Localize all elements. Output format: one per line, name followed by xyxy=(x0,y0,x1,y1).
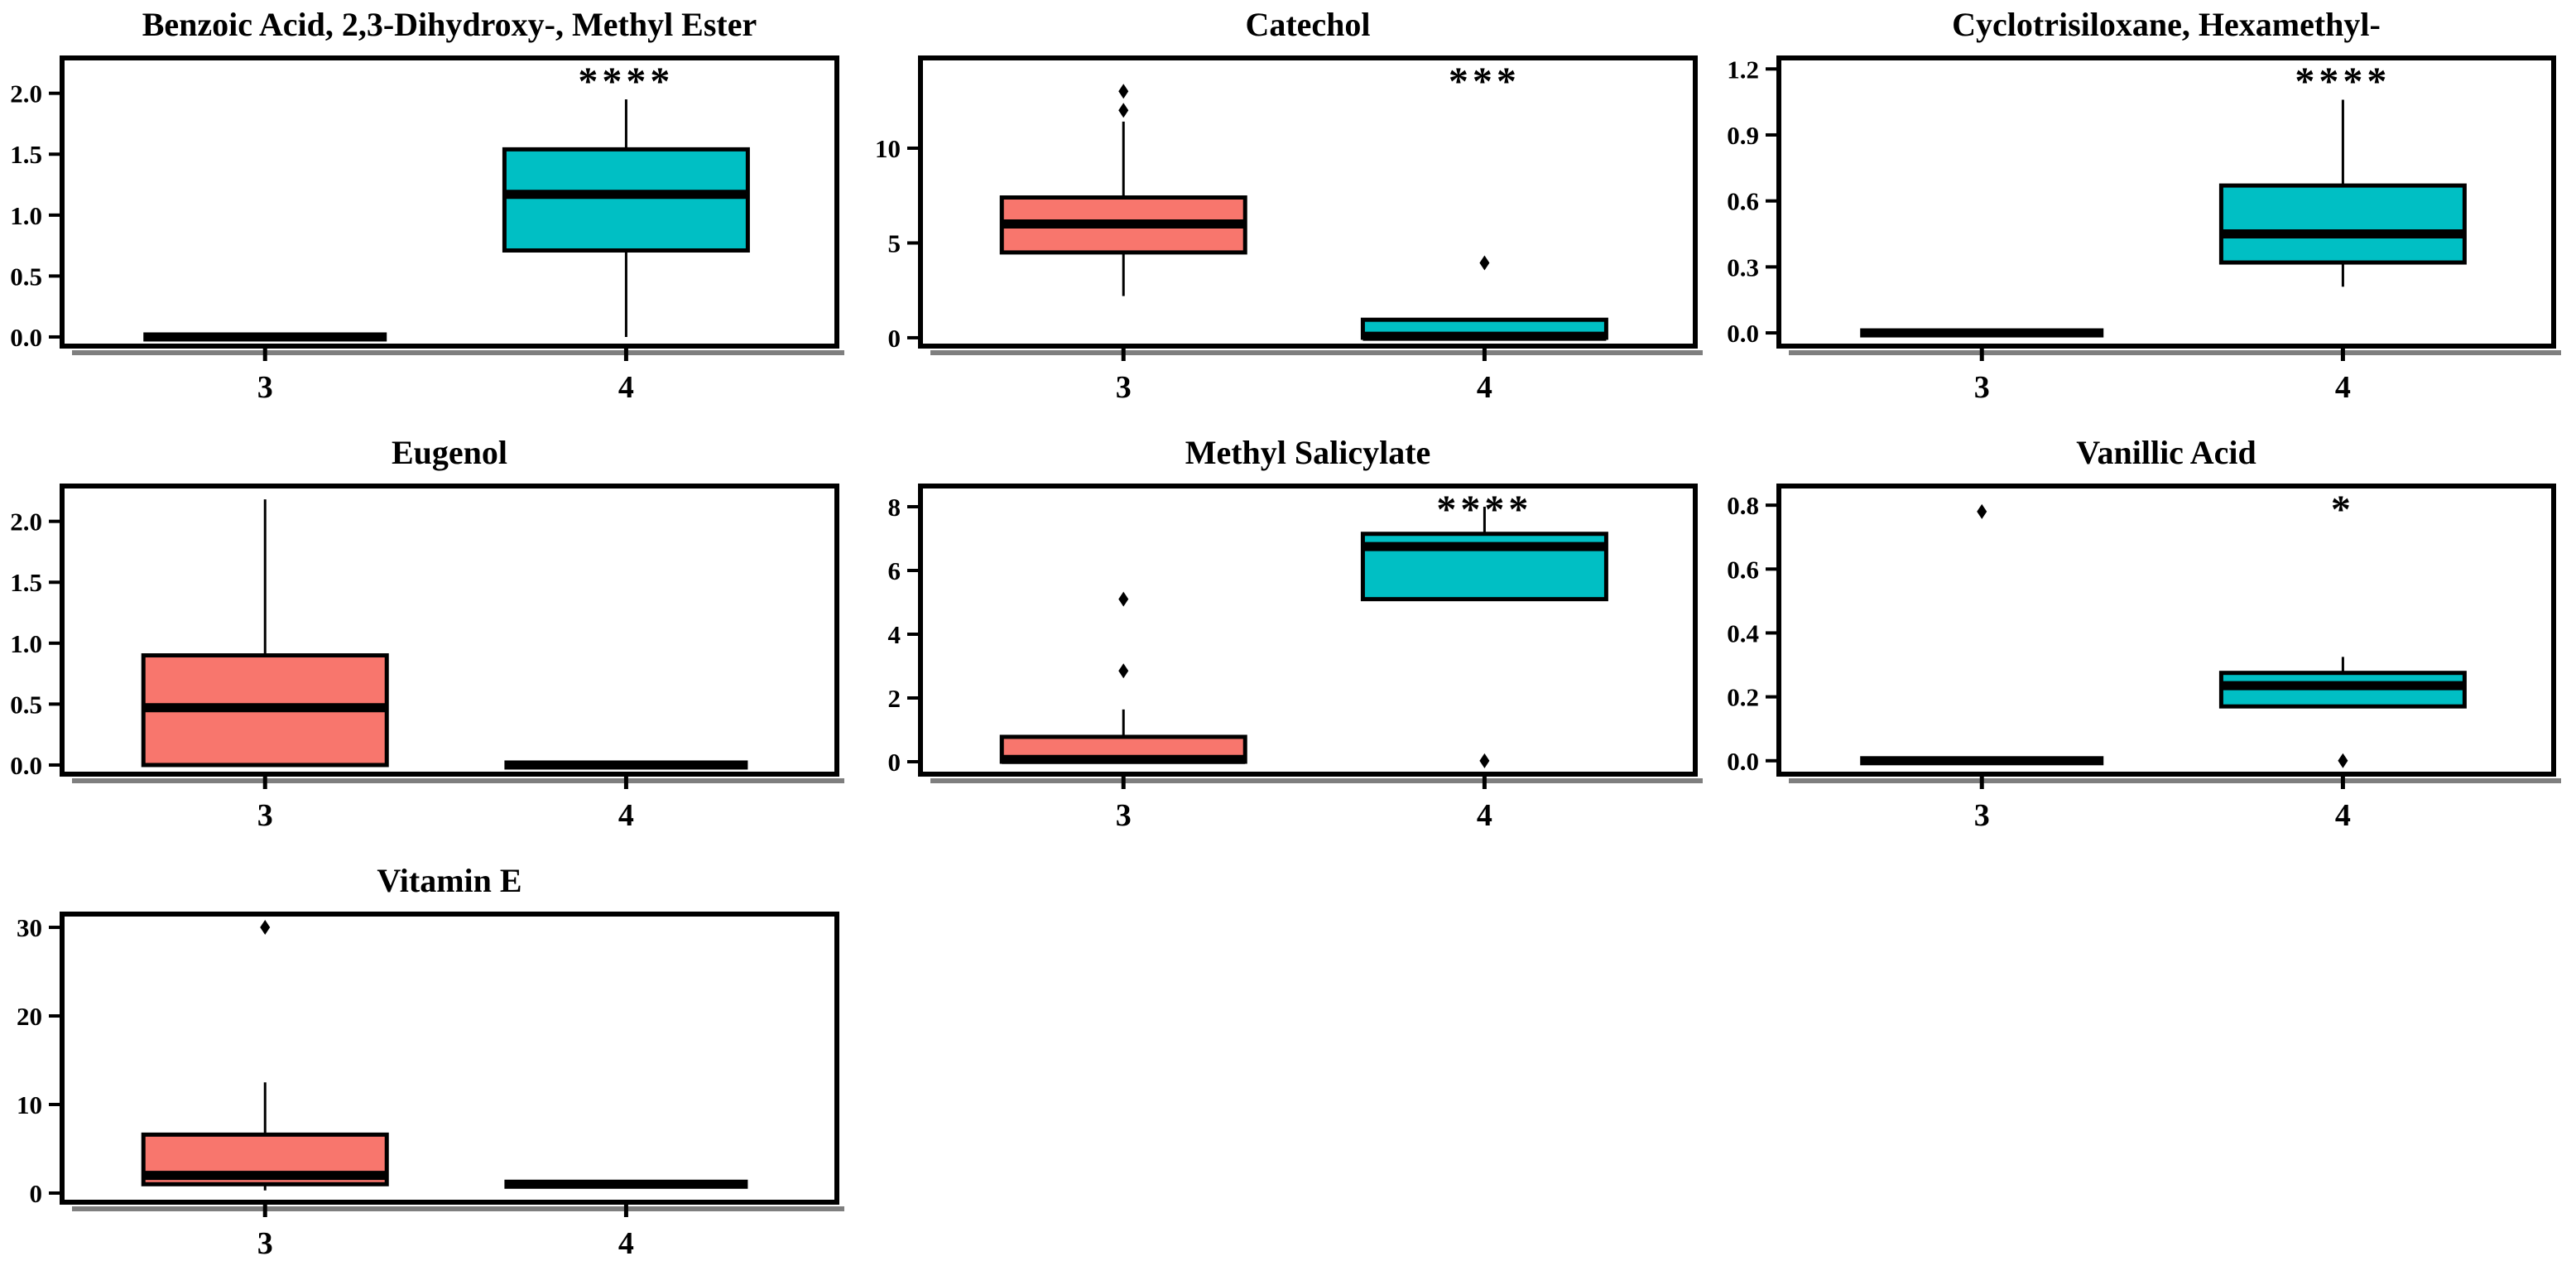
x-tick-label: 4 xyxy=(1477,370,1492,405)
panel-5: Vanillic Acid 0.0 0.2 0.4 0.6 0.8 3 4 * xyxy=(1717,428,2575,856)
y-tick-label: 8 xyxy=(888,493,901,522)
y-tick-label: 0.4 xyxy=(1727,618,1759,647)
plot-border xyxy=(1776,484,2556,777)
outlier-point xyxy=(1118,84,1129,99)
panel-title: Methyl Salicylate xyxy=(1185,434,1431,471)
plot-border xyxy=(918,484,1698,777)
outlier-point xyxy=(2338,753,2348,768)
significance-stars: **** xyxy=(2295,60,2391,103)
box-plot-canvas: 0.0 0.5 1.0 1.5 2.0 3 4 xyxy=(10,484,844,833)
significance-stars: *** xyxy=(1449,60,1521,103)
flat-box-group-4 xyxy=(504,760,748,770)
x-tick-label: 4 xyxy=(618,798,634,833)
y-tick-label: 0.5 xyxy=(10,690,42,719)
y-tick-label: 0.6 xyxy=(1727,187,1759,216)
outlier-point xyxy=(1118,663,1129,679)
y-tick-label: 0.3 xyxy=(1727,253,1759,282)
y-tick-label: 30 xyxy=(17,913,42,942)
x-tick-label: 4 xyxy=(2335,798,2351,833)
box-plot-canvas: 0 2 4 6 8 3 4 **** xyxy=(888,484,1703,833)
y-tick-label: 0.0 xyxy=(10,323,42,352)
flat-box-group-4 xyxy=(504,1179,748,1189)
x-tick-label: 3 xyxy=(257,370,273,405)
flat-box-group-3 xyxy=(143,332,387,342)
y-tick-label: 0.0 xyxy=(1727,319,1759,348)
significance-stars: **** xyxy=(578,60,674,103)
panel-1: Catechol 0 5 10 3 4 *** xyxy=(858,0,1717,428)
panel-3: Eugenol 0.0 0.5 1.0 1.5 2.0 3 4 xyxy=(0,428,858,856)
y-tick-label: 5 xyxy=(888,229,901,257)
panel-title: Vanillic Acid xyxy=(2076,434,2256,471)
box-plot-canvas: 0 10 20 30 3 4 xyxy=(17,912,844,1261)
panel-2: Cyclotrisiloxane, Hexamethyl- 0.0 0.3 0.6 0.… xyxy=(1717,0,2575,428)
y-tick-label: 0 xyxy=(888,324,901,353)
outlier-point xyxy=(1977,503,1987,519)
y-tick-label: 1.2 xyxy=(1727,55,1759,84)
x-tick-label: 3 xyxy=(1974,798,1990,833)
significance-stars: **** xyxy=(1436,488,1532,532)
outlier-point xyxy=(260,920,271,936)
y-tick-label: 1.5 xyxy=(10,568,42,597)
y-tick-label: 4 xyxy=(888,620,901,649)
x-tick-label: 4 xyxy=(1477,798,1492,833)
outlier-point xyxy=(1118,591,1129,607)
y-tick-label: 10 xyxy=(17,1090,42,1119)
outlier-point xyxy=(1479,753,1490,768)
significance-stars: * xyxy=(2331,488,2355,532)
y-tick-label: 10 xyxy=(875,134,901,163)
y-tick-label: 0.6 xyxy=(1727,555,1759,584)
y-tick-label: 2.0 xyxy=(10,508,42,537)
y-tick-label: 0.0 xyxy=(10,751,42,780)
x-tick-label: 4 xyxy=(618,370,634,405)
y-tick-label: 0.0 xyxy=(1727,747,1759,776)
y-tick-label: 0 xyxy=(888,748,901,777)
y-tick-label: 2.0 xyxy=(10,79,42,108)
panel-title: Cyclotrisiloxane, Hexamethyl- xyxy=(1952,6,2381,43)
y-tick-label: 0.8 xyxy=(1727,491,1759,520)
box-group-4 xyxy=(2218,183,2467,265)
x-tick-label: 3 xyxy=(257,798,273,833)
x-tick-label: 4 xyxy=(2335,370,2351,405)
flat-box-group-3 xyxy=(1860,756,2104,766)
box-group-4 xyxy=(502,147,750,253)
y-tick-label: 2 xyxy=(888,684,901,713)
y-tick-label: 1.0 xyxy=(10,629,42,658)
y-tick-label: 20 xyxy=(17,1002,42,1031)
box-plot-canvas: 0 5 10 3 4 *** xyxy=(875,55,1703,405)
box-plot-canvas: 0.0 0.2 0.4 0.6 0.8 3 4 * xyxy=(1727,484,2561,833)
panel-0: Benzoic Acid, 2,3-Dihydroxy-, Methyl Est… xyxy=(0,0,858,428)
panel-title: Catechol xyxy=(1245,6,1371,43)
y-tick-label: 1.5 xyxy=(10,140,42,169)
panel-title: Benzoic Acid, 2,3-Dihydroxy-, Methyl Est… xyxy=(142,6,757,43)
flat-box-group-3 xyxy=(1860,328,2104,338)
x-tick-label: 3 xyxy=(1116,798,1132,833)
panel-4: Methyl Salicylate 0 2 4 6 8 3 4 **** xyxy=(858,428,1717,856)
y-tick-label: 1.0 xyxy=(10,201,42,230)
outlier-point xyxy=(1118,103,1129,118)
box-plot-canvas: 0.0 0.3 0.6 0.9 1.2 3 4 **** xyxy=(1727,55,2561,405)
y-tick-label: 0 xyxy=(30,1179,43,1208)
x-tick-label: 3 xyxy=(257,1226,273,1261)
y-tick-label: 0.9 xyxy=(1727,121,1759,150)
panel-title: Eugenol xyxy=(391,434,508,471)
y-tick-label: 0.2 xyxy=(1727,683,1759,712)
panel-title: Vitamin E xyxy=(377,862,522,899)
box-plot-canvas: 0.0 0.5 1.0 1.5 2.0 3 4 **** xyxy=(10,55,844,405)
x-tick-label: 3 xyxy=(1116,370,1132,405)
y-tick-label: 0.5 xyxy=(10,262,42,291)
outlier-point xyxy=(1479,255,1490,271)
y-tick-label: 6 xyxy=(888,556,901,585)
x-tick-label: 3 xyxy=(1974,370,1990,405)
panel-6: Vitamin E 0 10 20 30 3 4 xyxy=(0,856,858,1284)
x-tick-label: 4 xyxy=(618,1226,634,1261)
